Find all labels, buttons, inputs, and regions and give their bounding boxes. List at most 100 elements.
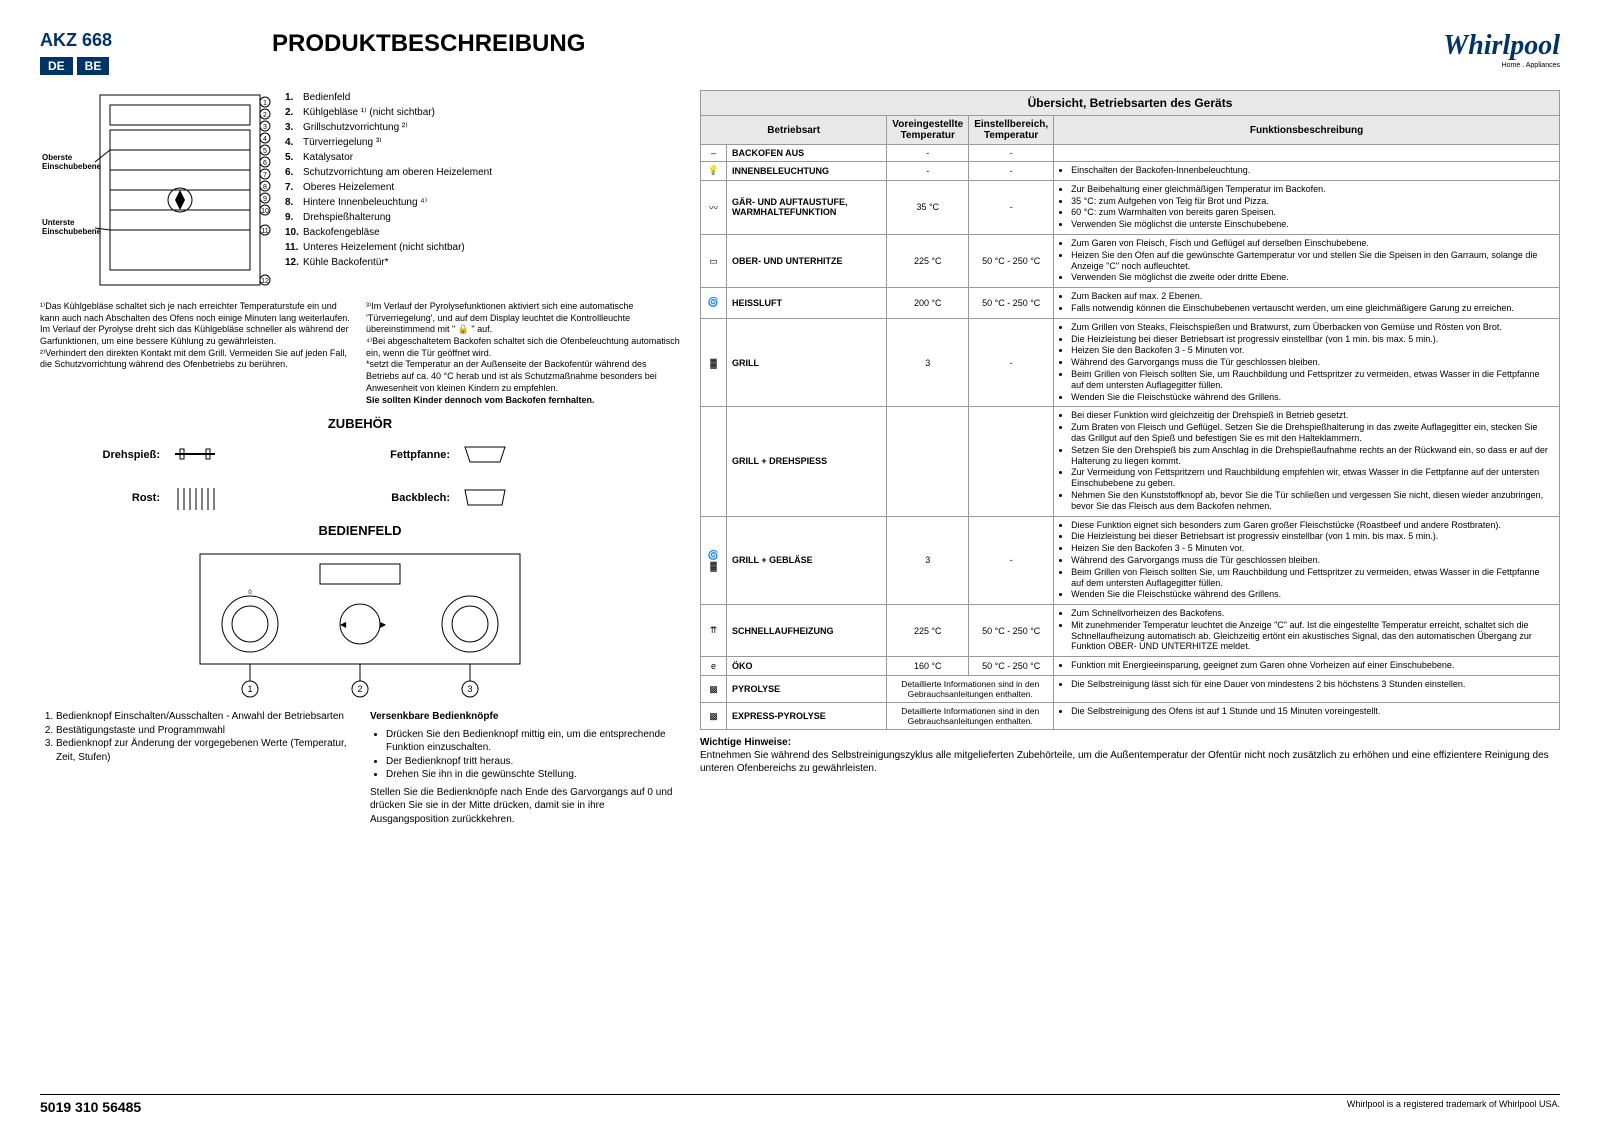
svg-text:9: 9	[263, 196, 267, 203]
mode-desc: Bei dieser Funktion wird gleichzeitig de…	[1054, 407, 1560, 516]
mode-range: -	[969, 145, 1054, 162]
header: AKZ 668 DE BE PRODUKTBESCHREIBUNG Whirlp…	[40, 30, 1560, 75]
mode-range: 50 °C - 250 °C	[969, 605, 1054, 657]
mode-icon: 💡	[701, 162, 727, 181]
mode-desc: Funktion mit Energieeinsparung, geeignet…	[1054, 657, 1560, 676]
mode-preset: -	[887, 145, 969, 162]
mode-desc: Zum Schnellvorheizen des Backofens.Mit z…	[1054, 605, 1560, 657]
retractable-knobs: Versenkbare Bedienknöpfe Drücken Sie den…	[370, 710, 680, 826]
parts-legend: 1.Bedienfeld 2.Kühlgebläse ¹⁾ (nicht sic…	[285, 90, 680, 293]
mode-range: -	[969, 162, 1054, 181]
th-preset: Voreingestellte Temperatur	[887, 116, 969, 145]
mode-row: ⇈SCHNELLAUFHEIZUNG225 °C50 °C - 250 °CZu…	[701, 605, 1560, 657]
mode-detail-span: Detaillierte Informationen sind in den G…	[887, 676, 1054, 703]
retractable-para: Stellen Sie die Bedienknöpfe nach Ende d…	[370, 786, 680, 827]
legend-10: Backofengebläse	[303, 227, 380, 238]
legend-4: Türverriegelung ³⁾	[303, 137, 382, 148]
mode-range: 50 °C - 250 °C	[969, 234, 1054, 287]
mode-name: GÄR- UND AUFTAUSTUFE, WARMHALTEFUNKTION	[727, 180, 887, 234]
mode-row: ▭OBER- UND UNTERHITZE225 °C50 °C - 250 °…	[701, 234, 1560, 287]
control-panel-diagram: 0 ◀ ▶ 1 2 3	[180, 544, 540, 704]
important-notes: Wichtige Hinweise: Entnehmen Sie während…	[700, 736, 1560, 775]
header-left: AKZ 668 DE BE	[40, 30, 112, 75]
retractable-heading: Versenkbare Bedienknöpfe	[370, 710, 680, 724]
mode-name: SCHNELLAUFHEIZUNG	[727, 605, 887, 657]
mode-icon	[701, 407, 727, 516]
mode-preset: 160 °C	[887, 657, 969, 676]
mode-row: –Backofen Aus--	[701, 145, 1560, 162]
mode-desc: Zum Backen auf max. 2 Ebenen.Falls notwe…	[1054, 288, 1560, 319]
top-shelf-label: Oberste	[42, 153, 73, 162]
svg-text:▶: ▶	[380, 620, 387, 629]
oven-diagram: 1 2 3 4 5 6 7 8 9 10 11 12 Oberste	[40, 90, 275, 293]
mode-icon: 〰	[701, 180, 727, 234]
mode-desc: Einschalten der Backofen-Innenbeleuchtun…	[1054, 162, 1560, 181]
locale-tags: DE BE	[40, 57, 112, 75]
oven-diagram-area: 1 2 3 4 5 6 7 8 9 10 11 12 Oberste	[40, 90, 680, 293]
mode-desc: Diese Funktion eignet sich besonders zum…	[1054, 516, 1560, 605]
table-title: Übersicht, Betriebsarten des Geräts	[701, 91, 1560, 116]
mode-name: OBER- UND UNTERHITZE	[727, 234, 887, 287]
th-mode: Betriebsart	[701, 116, 887, 145]
mode-name: GRILL + GEBLÄSE	[727, 516, 887, 605]
mode-desc: Die Selbstreinigung des Ofens ist auf 1 …	[1054, 703, 1560, 730]
footnotes: ¹⁾Das Kühlgebläse schaltet sich je nach …	[40, 301, 680, 406]
svg-text:4: 4	[263, 136, 267, 143]
mode-desc: Zum Garen von Fleisch, Fisch und Geflüge…	[1054, 234, 1560, 287]
main-content: 1 2 3 4 5 6 7 8 9 10 11 12 Oberste	[40, 90, 1560, 826]
mode-row: 🌀▓GRILL + GEBLÄSE3-Diese Funktion eignet…	[701, 516, 1560, 605]
panel-instructions: Bedienknopf Einschalten/Ausschalten - An…	[40, 710, 680, 826]
mode-icon: ▓	[701, 318, 727, 407]
svg-text:0: 0	[248, 590, 252, 596]
legend-3: Grillschutzvorrichtung ²⁾	[303, 122, 408, 133]
right-column: Übersicht, Betriebsarten des Geräts Betr…	[700, 90, 1560, 826]
notes-text: Entnehmen Sie während des Selbstreinigun…	[700, 749, 1560, 775]
mode-range: -	[969, 516, 1054, 605]
page-title: PRODUKTBESCHREIBUNG	[272, 30, 1443, 58]
mode-range: -	[969, 318, 1054, 407]
svg-text:3: 3	[467, 684, 472, 694]
mode-icon: 🌀▓	[701, 516, 727, 605]
mode-name: GRILL + DREHSPIESS	[727, 407, 887, 516]
legend-1: Bedienfeld	[303, 92, 350, 103]
svg-text:◀: ◀	[340, 620, 347, 629]
knob-2: Bestätigungstaste und Programmwahl	[56, 724, 350, 738]
footnote-star: *setzt die Temperatur an der Außenseite …	[366, 359, 680, 394]
mode-icon: ⇈	[701, 605, 727, 657]
mode-icon: ▩	[701, 703, 727, 730]
mode-preset: 3	[887, 318, 969, 407]
legend-12: Kühle Backofentür*	[303, 257, 389, 268]
mode-icon: ▭	[701, 234, 727, 287]
mode-row: GRILL + DREHSPIESS Bei dieser Funktion wi…	[701, 407, 1560, 516]
svg-text:Einschubebene: Einschubebene	[42, 162, 102, 171]
mode-preset: 3	[887, 516, 969, 605]
mode-preset: 225 °C	[887, 234, 969, 287]
legend-11: Unteres Heizelement (nicht sichtbar)	[303, 242, 465, 253]
footnote-4: ⁴⁾Bei abgeschaltetem Backofen schaltet s…	[366, 336, 680, 359]
mode-row: ▓GRILL3-Zum Grillen von Steaks, Fleischs…	[701, 318, 1560, 407]
mode-preset: -	[887, 162, 969, 181]
footnote-2: ²⁾Verhindert den direkten Kontakt mit de…	[40, 348, 354, 371]
mode-icon: 🌀	[701, 288, 727, 319]
legend-9: Drehspießhalterung	[303, 212, 391, 223]
mode-range: -	[969, 180, 1054, 234]
mode-name: GRILL	[727, 318, 887, 407]
svg-text:12: 12	[261, 278, 269, 285]
mode-preset: 225 °C	[887, 605, 969, 657]
mode-range: 50 °C - 250 °C	[969, 657, 1054, 676]
svg-text:1: 1	[263, 100, 267, 107]
legend-8: Hintere Innenbeleuchtung ⁴⁾	[303, 197, 427, 208]
mode-name: ÖKO	[727, 657, 887, 676]
svg-text:1: 1	[247, 684, 252, 694]
mode-icon: e	[701, 657, 727, 676]
mode-preset: 35 °C	[887, 180, 969, 234]
svg-text:6: 6	[263, 160, 267, 167]
svg-text:8: 8	[263, 184, 267, 191]
logo-block: Whirlpool Home . Appliances	[1443, 30, 1560, 69]
mode-name: EXPRESS-PYROLYSE	[727, 703, 887, 730]
left-column: 1 2 3 4 5 6 7 8 9 10 11 12 Oberste	[40, 90, 680, 826]
svg-text:5: 5	[263, 148, 267, 155]
modes-table: Übersicht, Betriebsarten des Geräts Betr…	[700, 90, 1560, 730]
logo-subtitle: Home . Appliances	[1443, 62, 1560, 69]
svg-text:3: 3	[263, 124, 267, 131]
